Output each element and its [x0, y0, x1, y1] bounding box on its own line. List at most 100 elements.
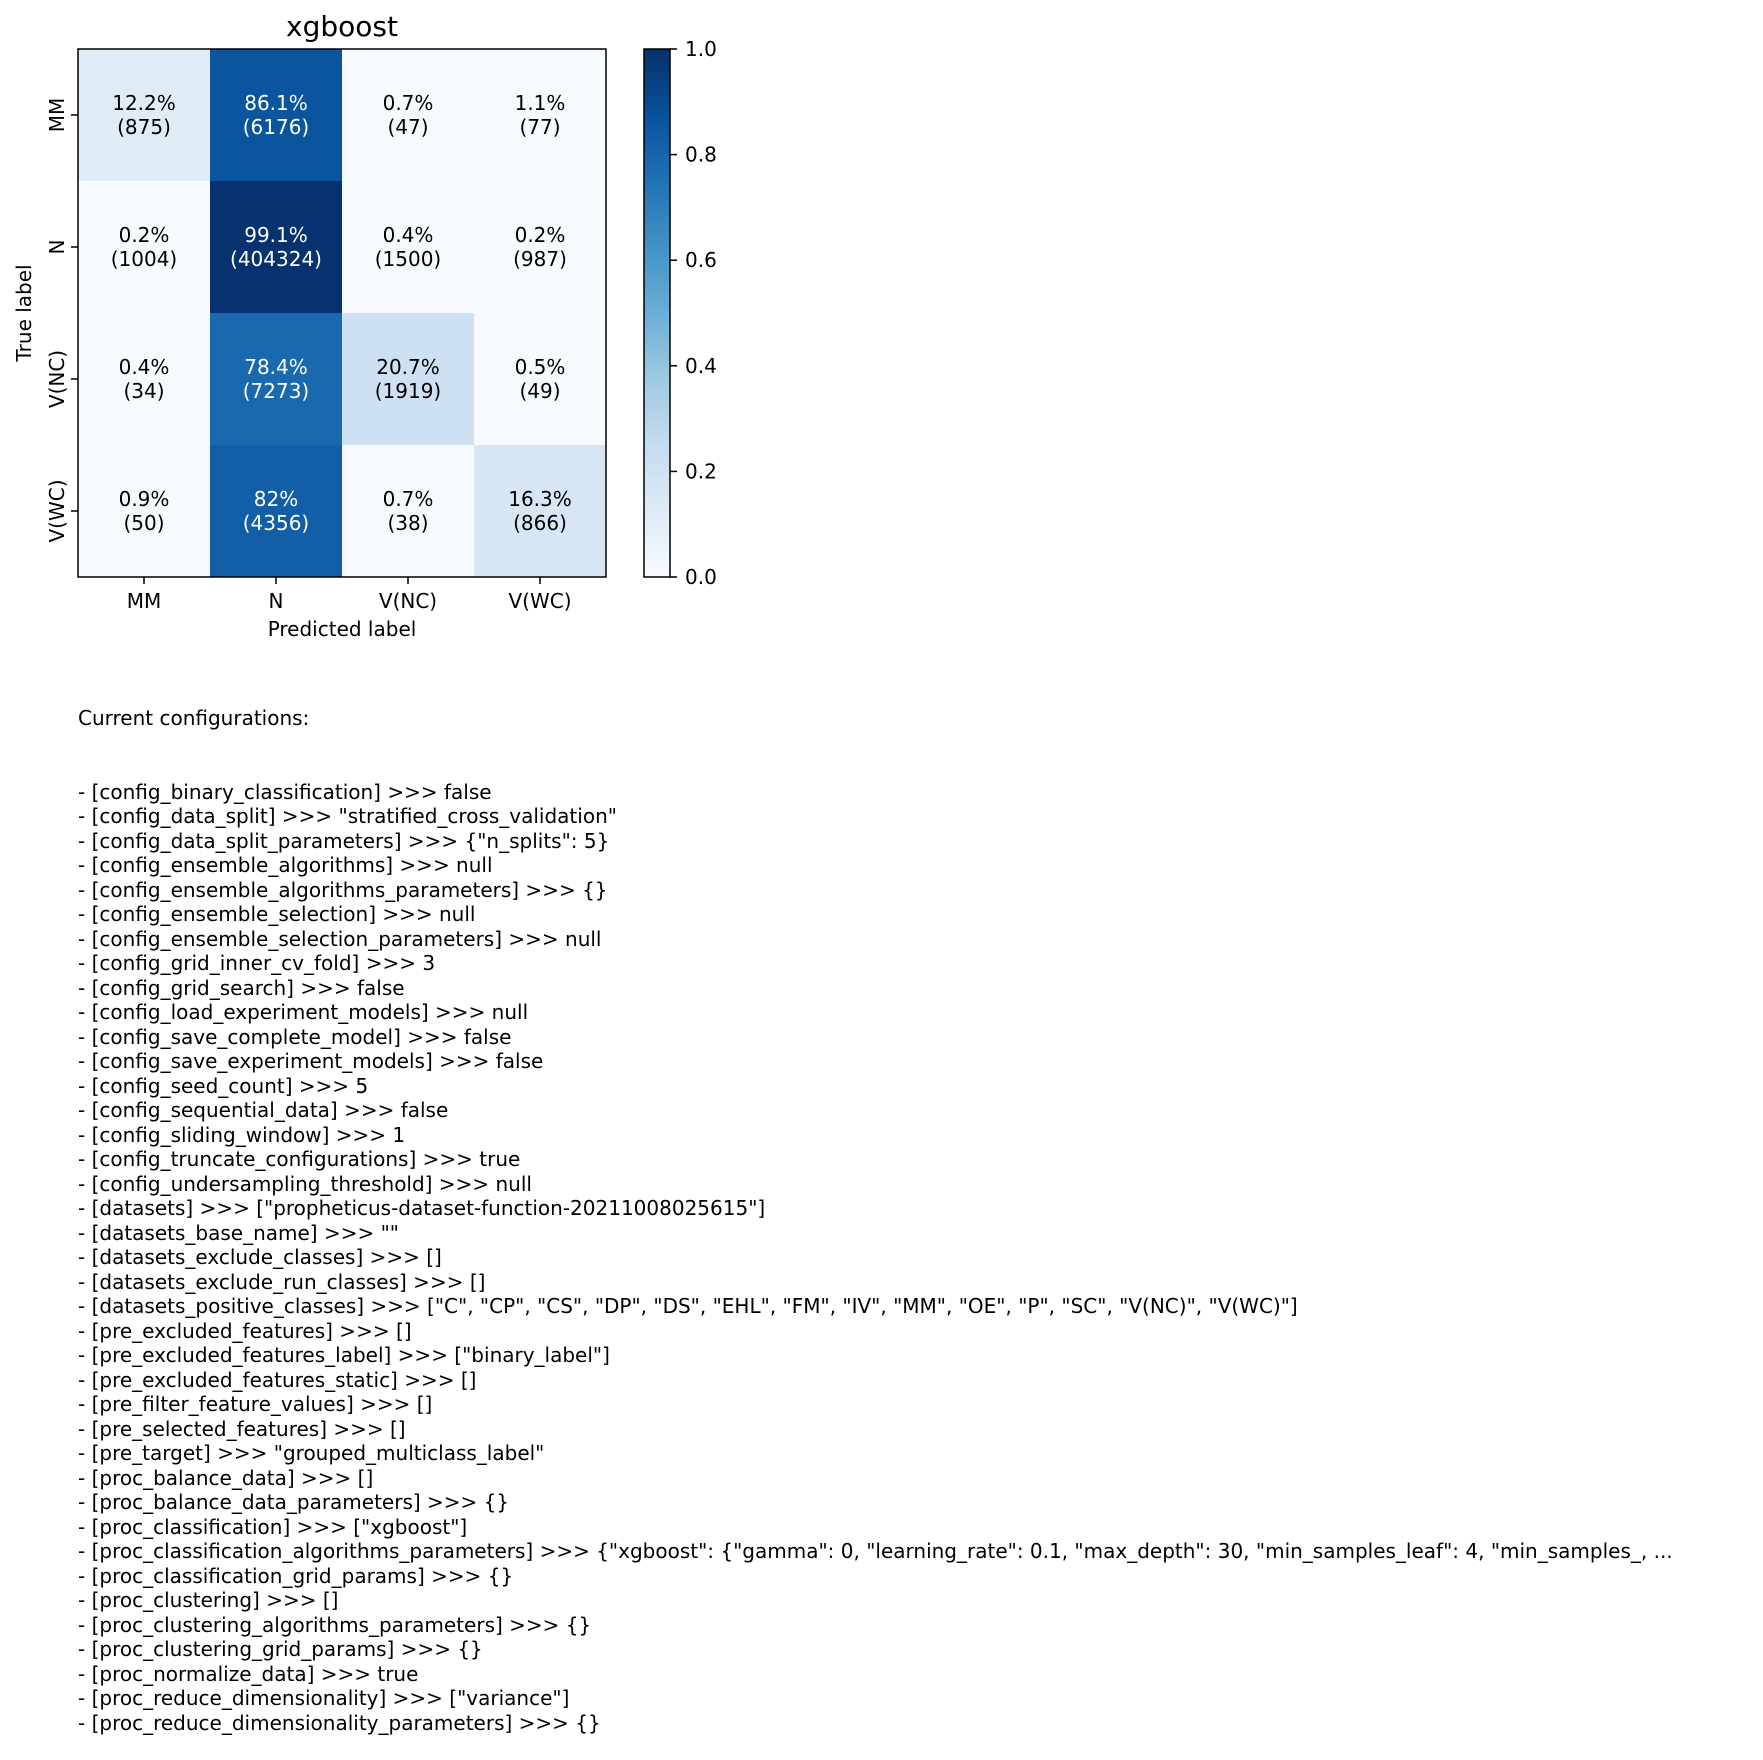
- config-line: - [config_grid_search] >>> false: [78, 975, 405, 1000]
- config-line: - [config_sliding_window] >>> 1: [78, 1122, 406, 1147]
- config-line: - [config_ensemble_algorithms] >>> null: [78, 853, 493, 877]
- config-text-block: Current configurations: - [config_binary…: [78, 657, 1673, 1760]
- cell-percent-label: 0.2%: [515, 223, 566, 247]
- config-line: - [proc_clustering_algorithms_parameters…: [78, 1612, 592, 1637]
- config-line: - [datasets_positive_classes] >>> ["C", …: [78, 1294, 1298, 1318]
- config-line: - [pre_excluded_features_static] >>> []: [78, 1367, 477, 1392]
- heatmap-cell: [474, 313, 607, 446]
- config-line: - [config_save_complete_model] >>> false: [78, 1024, 512, 1049]
- heatmap-cell: [210, 445, 343, 578]
- x-tick-label: N: [269, 589, 284, 613]
- heatmap-cell: [474, 49, 607, 182]
- config-line: - [config_seed_count] >>> 5: [78, 1073, 369, 1098]
- heatmap-cell: [78, 445, 211, 578]
- config-line: - [config_load_experiment_models] >>> nu…: [78, 1000, 529, 1024]
- heatmap-cell: [210, 49, 343, 182]
- config-line: - [config_ensemble_algorithms_parameters…: [78, 877, 608, 902]
- y-axis-label: True label: [12, 264, 36, 362]
- cell-count-label: (7273): [243, 379, 310, 403]
- colorbar-tick-label: 1.0: [685, 37, 717, 61]
- cell-count-label: (1919): [375, 379, 442, 403]
- config-line: - [config_data_split] >>> "stratified_cr…: [78, 804, 617, 828]
- cell-count-label: (866): [513, 511, 567, 535]
- cell-percent-label: 0.7%: [383, 487, 434, 511]
- cell-count-label: (34): [123, 379, 164, 403]
- config-line: - [config_grid_inner_cv_fold] >>> 3: [78, 951, 436, 975]
- cell-count-label: (1500): [375, 247, 442, 271]
- heatmap-cell: [78, 313, 211, 446]
- cell-percent-label: 0.2%: [119, 223, 170, 247]
- config-line: - [proc_normalize_data] >>> true: [78, 1661, 419, 1686]
- colorbar-tick-label: 0.2: [685, 459, 717, 483]
- config-line: - [datasets] >>> ["propheticus-dataset-f…: [78, 1196, 766, 1220]
- heatmap-cell: [342, 181, 475, 314]
- x-axis-ticks: MM N V(NC) V(WC): [127, 577, 572, 613]
- config-line: - [proc_clustering] >>> []: [78, 1588, 339, 1612]
- heatmap-cell: [78, 181, 211, 314]
- heatmap-cells: [78, 49, 607, 578]
- config-line: - [pre_selected_features] >>> []: [78, 1416, 406, 1441]
- cell-percent-label: 0.7%: [383, 91, 434, 115]
- y-tick-label: V(WC): [45, 479, 69, 542]
- colorbar-tick-label: 0.0: [685, 565, 717, 589]
- heatmap-cell: [210, 313, 343, 446]
- config-line: - [datasets_exclude_run_classes] >>> []: [78, 1269, 486, 1294]
- cell-percent-label: 0.9%: [119, 487, 170, 511]
- cell-count-label: (1004): [111, 247, 178, 271]
- x-tick-label: V(WC): [508, 589, 571, 613]
- config-line: - [proc_reduce_dimensionality_parameters…: [78, 1710, 601, 1735]
- cell-percent-label: 12.2%: [112, 91, 176, 115]
- colorbar-tick-label: 0.6: [685, 248, 717, 272]
- cell-percent-label: 86.1%: [244, 91, 308, 115]
- heatmap-cell: [210, 181, 343, 314]
- colorbar-tick-label: 0.8: [685, 143, 717, 167]
- colorbar-tick-label: 0.4: [685, 354, 717, 378]
- y-axis-ticks: MM N V(NC) V(WC): [45, 98, 78, 543]
- cell-percent-label: 1.1%: [515, 91, 566, 115]
- config-heading: Current configurations:: [78, 706, 310, 730]
- cell-percent-label: 0.4%: [119, 355, 170, 379]
- config-line: - [config_save_experiment_models] >>> fa…: [78, 1049, 544, 1073]
- cell-percent-label: 99.1%: [244, 223, 308, 247]
- cell-percent-label: 0.4%: [383, 223, 434, 247]
- config-line: - [pre_excluded_features_label] >>> ["bi…: [78, 1343, 610, 1367]
- config-line: - [proc_classification_algorithms_parame…: [78, 1539, 1673, 1563]
- config-line: - [config_data_split_parameters] >>> {"n…: [78, 828, 610, 853]
- confusion-matrix-figure: xgboost 12.2%(875)86.1%(6176)0.7%(47)1.1…: [12, 10, 717, 641]
- heatmap-cell-labels: 12.2%(875)86.1%(6176)0.7%(47)1.1%(77)0.2…: [111, 91, 572, 535]
- cell-percent-label: 0.5%: [515, 355, 566, 379]
- config-line: - [proc_reduce_dimensionality] >>> ["var…: [78, 1686, 570, 1710]
- y-tick-label: N: [45, 240, 69, 255]
- heatmap-cell: [342, 445, 475, 578]
- colorbar-ticks: 0.0 0.2 0.4 0.6 0.8 1.0: [670, 37, 717, 589]
- config-line: - [pre_filter_feature_values] >>> []: [78, 1392, 433, 1416]
- config-line: - [config_ensemble_selection_parameters]…: [78, 926, 602, 951]
- config-line: - [config_truncate_configurations] >>> t…: [78, 1147, 521, 1171]
- config-line: - [config_ensemble_selection] >>> null: [78, 902, 476, 926]
- cell-count-label: (987): [513, 247, 567, 271]
- config-line: - [proc_balance_data_parameters] >>> {}: [78, 1490, 510, 1514]
- heatmap-cell: [342, 313, 475, 446]
- config-line: - [config_undersampling_threshold] >>> n…: [78, 1171, 532, 1196]
- heatmap-frame: [77, 48, 607, 578]
- config-line: - [proc_classification] >>> ["xgboost"]: [78, 1514, 468, 1539]
- config-line: - [pre_target] >>> "grouped_multiclass_l…: [78, 1441, 545, 1465]
- cell-count-label: (6176): [243, 115, 310, 139]
- cell-count-label: (38): [387, 511, 428, 535]
- heatmap-cell: [474, 181, 607, 314]
- heatmap-cell: [342, 49, 475, 182]
- x-tick-label: V(NC): [379, 589, 437, 613]
- y-tick-label: MM: [45, 98, 69, 133]
- cell-count-label: (49): [519, 379, 560, 403]
- cell-percent-label: 82%: [254, 487, 298, 511]
- x-tick-label: MM: [127, 589, 162, 613]
- config-line: - [config_sequential_data] >>> false: [78, 1098, 449, 1122]
- config-line: - [proc_classification_grid_params] >>> …: [78, 1563, 514, 1588]
- config-lines: - [config_binary_classification] >>> fal…: [78, 780, 1673, 1736]
- config-line: - [config_binary_classification] >>> fal…: [78, 779, 492, 804]
- y-tick-label: V(NC): [45, 350, 69, 408]
- cell-count-label: (47): [387, 115, 428, 139]
- heatmap-cell: [474, 445, 607, 578]
- colorbar: [643, 48, 671, 578]
- cell-percent-label: 78.4%: [244, 355, 308, 379]
